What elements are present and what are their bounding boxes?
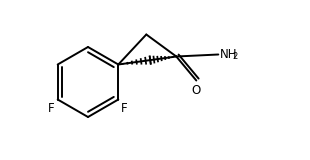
Text: F: F xyxy=(48,101,55,115)
Text: 2: 2 xyxy=(232,52,237,61)
Text: NH: NH xyxy=(220,48,238,61)
Text: F: F xyxy=(121,101,128,115)
Text: O: O xyxy=(192,84,201,96)
